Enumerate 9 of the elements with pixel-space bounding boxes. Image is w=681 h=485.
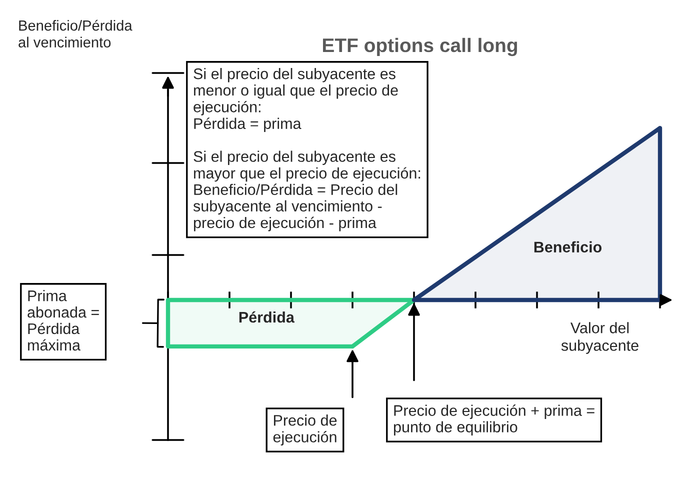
text: Precio de ejecución + prima = punto de equilibrio <box>394 404 594 436</box>
text: Precio de ejecución <box>273 414 337 446</box>
text: Prima abonada = Pérdida máxima <box>28 290 99 351</box>
text: Si el precio del subyacente es menor o igual que el precio de ejecución: Pérdida = prima Si el precio del subyacente es mayor que el precio de ejecución: Beneficio/Pérdida = Precio del subyacente al vencimiento - precio de ejecución - prima <box>193 68 420 232</box>
series-label: Pérdida <box>239 311 295 323</box>
chart-title: ETF options call long <box>323 38 518 56</box>
x-axis-title: Valor del subyacente <box>561 322 638 354</box>
series-label: Beneficio <box>534 241 602 252</box>
text: Beneficio/Pérdida al vencimiento <box>18 20 132 48</box>
